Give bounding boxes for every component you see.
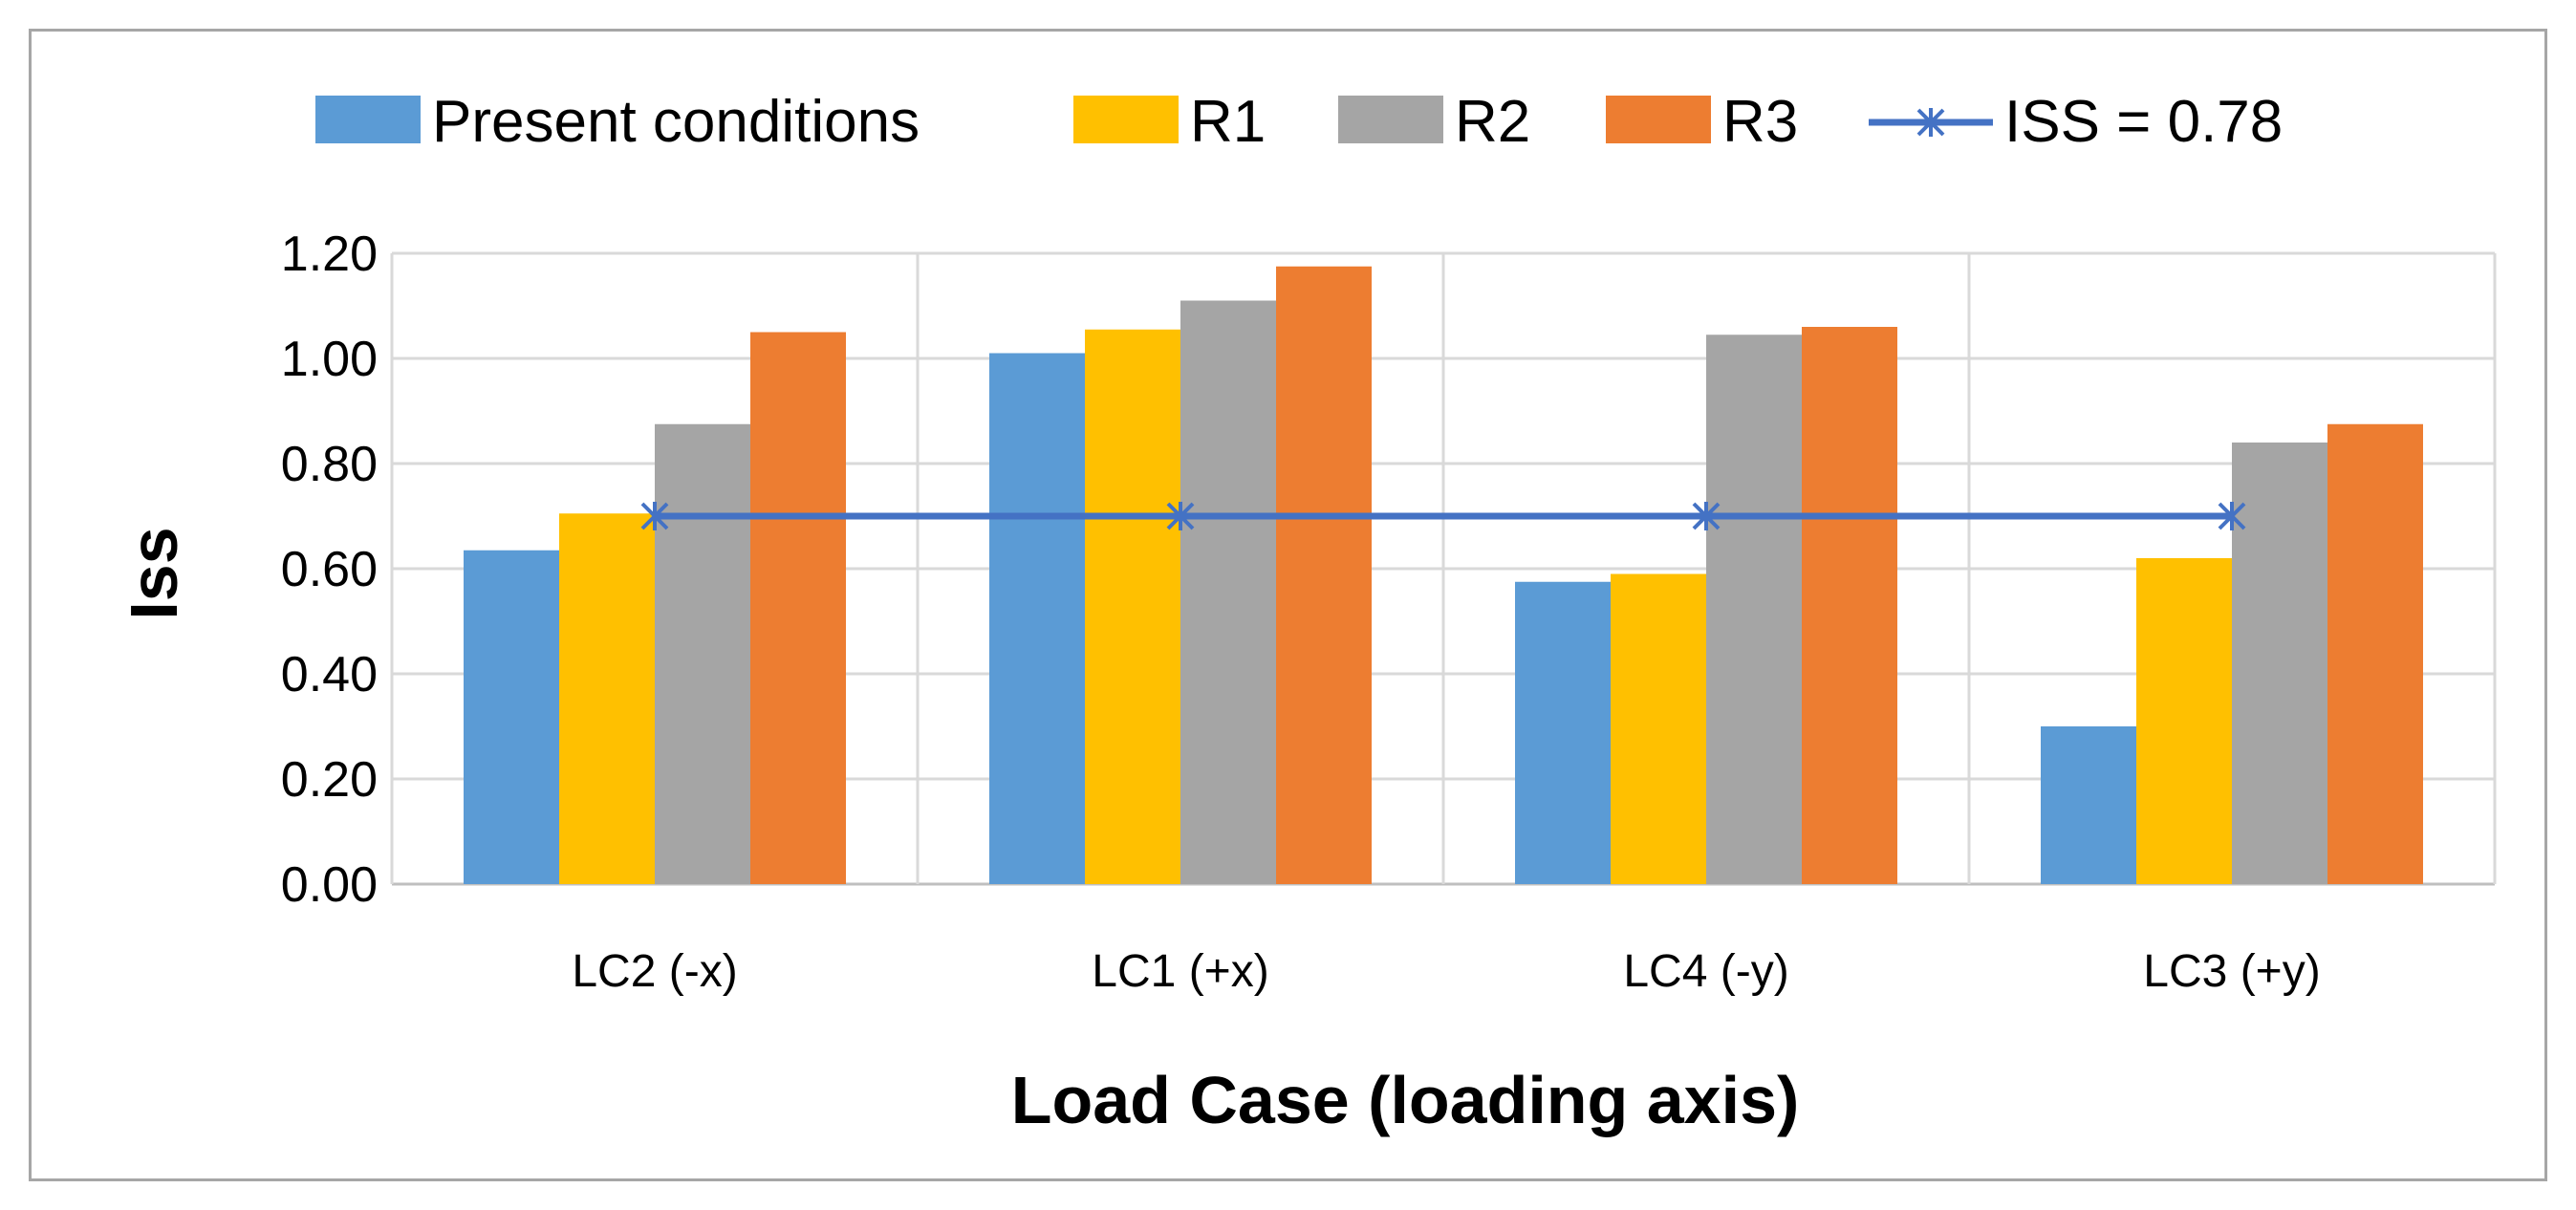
y-tick-label: 1.00: [281, 332, 378, 387]
y-tick-label: 1.20: [281, 227, 378, 282]
legend-swatch-3: [1606, 96, 1711, 143]
x-axis-categories: LC2 (-x) LC1 (+x) LC4 (-y) LC3 (+y): [572, 946, 2320, 997]
y-tick-label: 0.80: [281, 437, 378, 492]
legend: Present conditions R1 R2 R3 ISS = 0.78: [315, 89, 2283, 155]
iss-line: [640, 502, 2246, 530]
bar-r3-1: [1276, 266, 1372, 884]
y-axis-ticks: 0.00 0.20 0.40 0.60 0.80 1.00 1.20: [281, 227, 378, 913]
y-tick-label: 0.40: [281, 647, 378, 702]
bar-present-conditions-1: [989, 353, 1085, 884]
bar-r1-1: [1085, 329, 1180, 884]
bar-r1-3: [2136, 558, 2232, 884]
bar-r2-0: [655, 423, 750, 884]
y-tick-label: 0.00: [281, 857, 378, 913]
y-tick-label: 0.20: [281, 752, 378, 808]
bars: [464, 266, 2423, 884]
bar-r3-2: [1802, 327, 1897, 884]
legend-swatch-0: [315, 96, 421, 143]
bar-r1-2: [1611, 573, 1706, 884]
bar-r3-0: [750, 332, 846, 884]
x-category-label: LC1 (+x): [1092, 946, 1268, 997]
iss-marker-1: [1166, 502, 1195, 530]
legend-line-marker: [1916, 108, 1945, 137]
legend-label-2: R2: [1455, 89, 1530, 155]
legend-swatch-1: [1073, 96, 1179, 143]
bar-r3-3: [2327, 423, 2423, 884]
legend-label-1: R1: [1190, 89, 1266, 155]
iss-marker-2: [1692, 502, 1721, 530]
bar-r2-1: [1180, 300, 1276, 884]
bar-present-conditions-3: [2041, 726, 2136, 884]
legend-swatch-2: [1338, 96, 1443, 143]
bar-r2-3: [2232, 443, 2327, 884]
bar-present-conditions-2: [1515, 581, 1611, 884]
legend-label-3: R3: [1722, 89, 1798, 155]
x-category-label: LC3 (+y): [2143, 946, 2320, 997]
iss-marker-3: [2218, 502, 2246, 530]
legend-label-line: ISS = 0.78: [2004, 89, 2283, 155]
bar-r2-2: [1706, 335, 1802, 884]
x-axis-title: Load Case (loading axis): [1011, 1063, 1800, 1137]
legend-label-0: Present conditions: [432, 89, 920, 155]
y-axis-title: Iss: [117, 527, 191, 619]
x-category-label: LC2 (-x): [572, 946, 737, 997]
iss-marker-0: [640, 502, 669, 530]
bar-r1-0: [559, 513, 655, 884]
y-tick-label: 0.60: [281, 542, 378, 597]
x-category-label: LC4 (-y): [1623, 946, 1788, 997]
bar-present-conditions-0: [464, 550, 559, 884]
